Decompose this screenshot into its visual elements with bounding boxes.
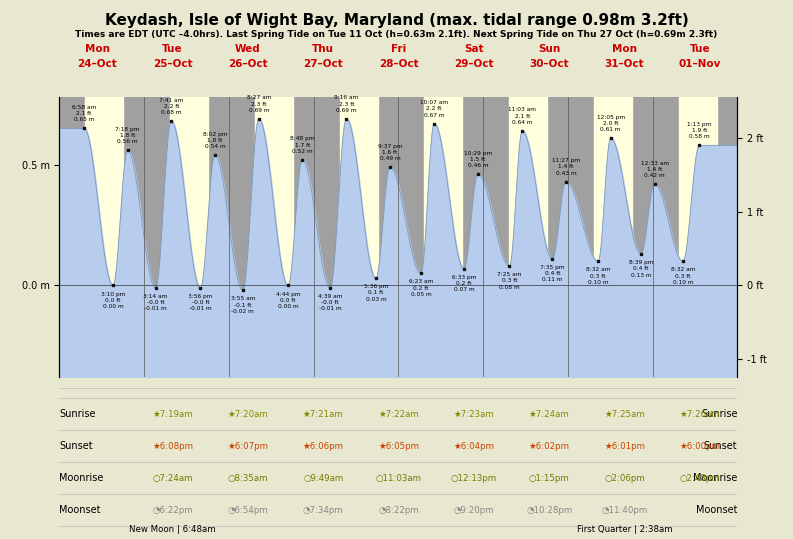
Text: 5:36 pm
0.1 ft
0.03 m: 5:36 pm 0.1 ft 0.03 m [364,284,388,302]
Text: ◔10:28pm: ◔10:28pm [526,506,573,515]
Bar [339,97,377,377]
Text: ○9:49am: ○9:49am [303,474,343,483]
Text: 8:39 pm
0.4 ft
0.13 m: 8:39 pm 0.4 ft 0.13 m [629,260,653,278]
Text: ○8:35am: ○8:35am [228,474,268,483]
Text: Sunset: Sunset [704,441,737,451]
Text: 6:58 am
2.1 ft
0.65 m: 6:58 am 2.1 ft 0.65 m [72,105,96,122]
Bar [594,97,632,377]
Text: Sunrise: Sunrise [701,409,737,419]
Text: 4:44 pm
0.0 ft
0.00 m: 4:44 pm 0.0 ft 0.00 m [276,292,301,309]
Text: 7:25 am
0.3 ft
0.08 m: 7:25 am 0.3 ft 0.08 m [497,272,522,289]
Text: Wed: Wed [235,44,261,54]
Text: Times are EDT (UTC –4.0hrs). Last Spring Tide on Tue 11 Oct (h=0.63m 2.1ft). Nex: Times are EDT (UTC –4.0hrs). Last Spring… [75,30,718,39]
Text: ◔7:34pm: ◔7:34pm [303,506,343,515]
Bar [86,97,124,377]
Text: Mon: Mon [612,44,637,54]
Text: 9:16 am
2.3 ft
0.69 m: 9:16 am 2.3 ft 0.69 m [335,95,358,113]
Text: 12:05 pm
2.0 ft
0.61 m: 12:05 pm 2.0 ft 0.61 m [596,115,625,132]
Text: ◔11:40pm: ◔11:40pm [601,506,648,515]
Bar [255,97,293,377]
Bar [679,97,717,377]
Text: ○7:24am: ○7:24am [152,474,193,483]
Text: ★6:05pm: ★6:05pm [378,442,419,451]
Text: ★7:24am: ★7:24am [529,410,569,419]
Text: ★7:20am: ★7:20am [228,410,268,419]
Text: Tue: Tue [689,44,711,54]
Text: 7:18 pm
1.8 ft
0.56 m: 7:18 pm 1.8 ft 0.56 m [115,127,140,144]
Text: 3:55 am
-0.1 ft
-0.02 m: 3:55 am -0.1 ft -0.02 m [231,296,255,314]
Text: ○11:03am: ○11:03am [375,474,422,483]
Text: ★6:02pm: ★6:02pm [529,442,569,451]
Text: 24–Oct: 24–Oct [77,59,117,69]
Text: 8:48 pm
1.7 ft
0.52 m: 8:48 pm 1.7 ft 0.52 m [290,136,315,154]
Text: ◔6:22pm: ◔6:22pm [152,506,193,515]
Text: ★6:04pm: ★6:04pm [454,442,494,451]
Text: 6:23 am
0.2 ft
0.05 m: 6:23 am 0.2 ft 0.05 m [409,279,433,297]
Text: 12:33 am
1.4 ft
0.42 m: 12:33 am 1.4 ft 0.42 m [641,161,668,178]
Text: ◔6:54pm: ◔6:54pm [228,506,268,515]
Text: First Quarter | 2:38am: First Quarter | 2:38am [577,524,672,534]
Text: Mon: Mon [85,44,109,54]
Text: Moonrise: Moonrise [59,473,104,483]
Text: Sat: Sat [464,44,484,54]
Text: 11:27 pm
1.4 ft
0.43 m: 11:27 pm 1.4 ft 0.43 m [552,158,580,176]
Text: Moonset: Moonset [59,506,101,515]
Text: ○2:48pm: ○2:48pm [680,474,720,483]
Bar [509,97,547,377]
Text: Tue: Tue [162,44,183,54]
Text: 30–Oct: 30–Oct [530,59,569,69]
Text: 3:56 pm
-0.0 ft
-0.01 m: 3:56 pm -0.0 ft -0.01 m [188,294,213,312]
Text: 31–Oct: 31–Oct [605,59,644,69]
Text: 27–Oct: 27–Oct [303,59,343,69]
Text: 10:07 am
2.2 ft
0.67 m: 10:07 am 2.2 ft 0.67 m [420,100,448,118]
Text: 3:14 am
-0.0 ft
-0.01 m: 3:14 am -0.0 ft -0.01 m [144,294,168,312]
Bar [764,97,793,377]
Text: 11:03 am
2.1 ft
0.64 m: 11:03 am 2.1 ft 0.64 m [508,107,536,125]
Text: 9:37 pm
1.6 ft
0.49 m: 9:37 pm 1.6 ft 0.49 m [377,144,402,161]
Text: 29–Oct: 29–Oct [454,59,493,69]
Text: ★6:08pm: ★6:08pm [152,442,193,451]
Text: 6:33 pm
0.2 ft
0.07 m: 6:33 pm 0.2 ft 0.07 m [452,274,477,292]
Text: Moonrise: Moonrise [693,473,737,483]
Text: 3:10 pm
0.0 ft
0.00 m: 3:10 pm 0.0 ft 0.00 m [101,292,125,309]
Text: ★6:01pm: ★6:01pm [604,442,645,451]
Text: ○12:13pm: ○12:13pm [450,474,497,483]
Text: New Moon | 6:48am: New Moon | 6:48am [129,524,216,534]
Text: ★7:22am: ★7:22am [378,410,419,419]
Text: Fri: Fri [391,44,406,54]
Text: ★6:06pm: ★6:06pm [303,442,343,451]
Text: ★7:25am: ★7:25am [604,410,645,419]
Text: ★7:23am: ★7:23am [454,410,494,419]
Text: Sunrise: Sunrise [59,409,96,419]
Text: ★6:07pm: ★6:07pm [228,442,268,451]
Text: ○2:06pm: ○2:06pm [604,474,645,483]
Text: 25–Oct: 25–Oct [153,59,192,69]
Text: ★7:19am: ★7:19am [152,410,193,419]
Text: 8:02 pm
1.8 ft
0.54 m: 8:02 pm 1.8 ft 0.54 m [203,132,228,149]
Bar [170,97,208,377]
Text: 1:13 pm
1.9 ft
0.58 m: 1:13 pm 1.9 ft 0.58 m [688,122,711,139]
Text: ★6:00pm: ★6:00pm [680,442,720,451]
Text: 26–Oct: 26–Oct [228,59,267,69]
Text: Sunset: Sunset [59,441,93,451]
Text: 7:35 pm
0.4 ft
0.11 m: 7:35 pm 0.4 ft 0.11 m [540,265,565,282]
Text: Sun: Sun [538,44,561,54]
Text: 01–Nov: 01–Nov [679,59,721,69]
Text: 8:27 am
2.3 ft
0.69 m: 8:27 am 2.3 ft 0.69 m [247,95,271,113]
Text: ★7:21am: ★7:21am [303,410,343,419]
Text: Keydash, Isle of Wight Bay, Maryland (max. tidal range 0.98m 3.2ft): Keydash, Isle of Wight Bay, Maryland (ma… [105,13,688,29]
Text: 28–Oct: 28–Oct [379,59,418,69]
Text: Moonset: Moonset [696,506,737,515]
Text: 8:32 am
0.3 ft
0.10 m: 8:32 am 0.3 ft 0.10 m [671,267,695,285]
Text: 10:29 pm
1.5 ft
0.46 m: 10:29 pm 1.5 ft 0.46 m [464,151,492,168]
Text: ★7:26am: ★7:26am [680,410,720,419]
Text: 4:39 am
-0.0 ft
-0.01 m: 4:39 am -0.0 ft -0.01 m [318,294,343,312]
Text: 8:32 am
0.3 ft
0.10 m: 8:32 am 0.3 ft 0.10 m [586,267,611,285]
Text: ◔8:22pm: ◔8:22pm [378,506,419,515]
Text: Thu: Thu [312,44,334,54]
Text: 7:41 am
2.2 ft
0.68 m: 7:41 am 2.2 ft 0.68 m [159,98,183,115]
Text: ○1:15pm: ○1:15pm [529,474,569,483]
Text: ◔9:20pm: ◔9:20pm [454,506,494,515]
Bar [424,97,462,377]
